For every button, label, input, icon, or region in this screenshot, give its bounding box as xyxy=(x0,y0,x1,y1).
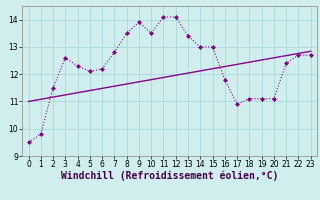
X-axis label: Windchill (Refroidissement éolien,°C): Windchill (Refroidissement éolien,°C) xyxy=(61,171,278,181)
